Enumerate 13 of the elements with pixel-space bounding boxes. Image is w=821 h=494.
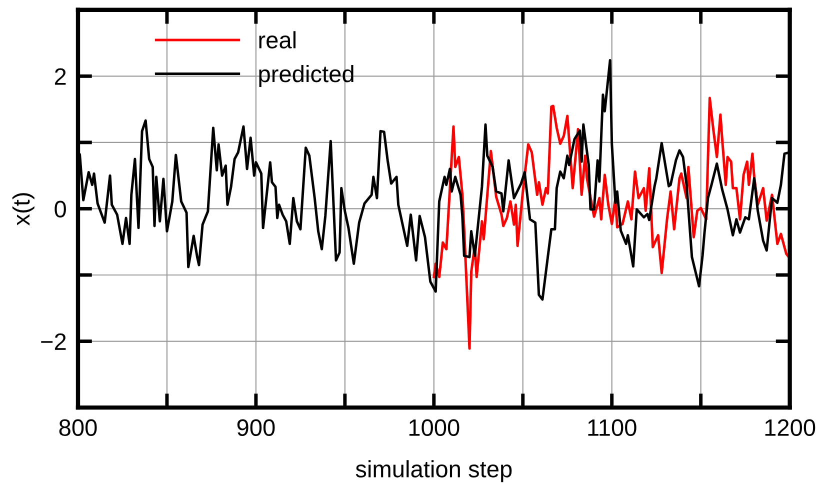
x-tick-label: 800 <box>59 419 97 436</box>
y-tick-label: −2 <box>41 333 66 350</box>
x-axis-title: simulation step <box>356 460 512 482</box>
x-tick-label: 1200 <box>765 419 816 436</box>
x-tick-label: 1000 <box>409 419 460 436</box>
y-tick-label: 2 <box>54 68 66 85</box>
y-tick-label: 0 <box>54 200 66 218</box>
x-tick-label: 900 <box>237 419 275 436</box>
line-series <box>432 96 790 350</box>
y-axis-title: x(t) <box>12 193 34 226</box>
x-tick-label: 1100 <box>588 419 636 436</box>
legend-label: real <box>259 31 296 48</box>
legend-label: predicted <box>259 64 354 87</box>
